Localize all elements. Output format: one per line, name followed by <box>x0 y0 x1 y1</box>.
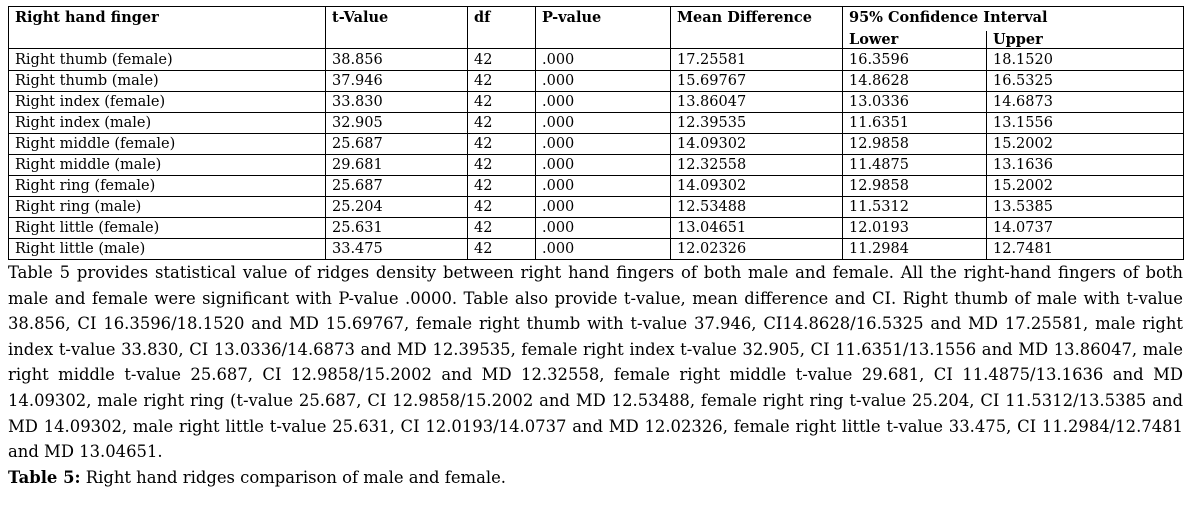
header-mean-difference: Mean Difference <box>670 6 843 49</box>
cell-df: 42 <box>467 154 536 176</box>
cell-df: 42 <box>467 196 536 218</box>
cell-df: 42 <box>467 70 536 92</box>
cell-t-value: 25.631 <box>325 217 468 239</box>
cell-t-value: 38.856 <box>325 48 468 71</box>
cell-finger: Right middle (male) <box>8 154 326 176</box>
cell-upper: 13.5385 <box>986 196 1184 218</box>
cell-df: 42 <box>467 48 536 71</box>
cell-p-value: .000 <box>535 154 671 176</box>
cell-mean-difference: 12.39535 <box>670 112 843 134</box>
cell-finger: Right thumb (male) <box>8 70 326 92</box>
cell-df: 42 <box>467 133 536 155</box>
caption-text: Right hand ridges comparison of male and… <box>80 467 506 487</box>
cell-t-value: 33.475 <box>325 238 468 260</box>
table-row: Right little (female) 25.631 42.000 13.0465… <box>8 217 1184 239</box>
table-body: Right thumb (female) 38.856 42.000 17.25581… <box>8 48 1184 260</box>
cell-df: 42 <box>467 238 536 260</box>
cell-mean-difference: 14.09302 <box>670 175 843 197</box>
cell-lower: 11.6351 <box>842 112 987 134</box>
cell-finger: Right middle (female) <box>8 133 326 155</box>
cell-mean-difference: 12.32558 <box>670 154 843 176</box>
statistics-table: Right hand finger t-Value df P-value Mea… <box>8 6 1184 260</box>
table-row: Right ring (male) 25.204 42.000 12.53488 11.… <box>8 196 1184 218</box>
table-row: Right index (female) 33.830 42.000 13.86047… <box>8 91 1184 113</box>
cell-t-value: 32.905 <box>325 112 468 134</box>
cell-lower: 12.9858 <box>842 175 987 197</box>
cell-upper: 15.2002 <box>986 133 1184 155</box>
body-paragraph: Table 5 provides statistical value of ri… <box>8 263 1183 462</box>
cell-df: 42 <box>467 217 536 239</box>
cell-finger: Right index (male) <box>8 112 326 134</box>
cell-upper: 15.2002 <box>986 175 1184 197</box>
cell-mean-difference: 13.04651 <box>670 217 843 239</box>
cell-finger: Right index (female) <box>8 91 326 113</box>
header-upper: Upper <box>986 31 1184 49</box>
cell-upper: 16.5325 <box>986 70 1184 92</box>
cell-lower: 16.3596 <box>842 48 987 71</box>
cell-lower: 12.0193 <box>842 217 987 239</box>
cell-lower: 11.4875 <box>842 154 987 176</box>
table-row: Right middle (female) 25.687 42.000 14.0930… <box>8 133 1184 155</box>
cell-p-value: .000 <box>535 175 671 197</box>
cell-mean-difference: 15.69767 <box>670 70 843 92</box>
cell-finger: Right ring (male) <box>8 196 326 218</box>
cell-df: 42 <box>467 112 536 134</box>
cell-p-value: .000 <box>535 112 671 134</box>
header-p-value: P-value <box>535 6 671 49</box>
cell-upper: 13.1556 <box>986 112 1184 134</box>
cell-t-value: 25.687 <box>325 175 468 197</box>
cell-mean-difference: 14.09302 <box>670 133 843 155</box>
cell-t-value: 29.681 <box>325 154 468 176</box>
cell-finger: Right thumb (female) <box>8 48 326 71</box>
cell-t-value: 33.830 <box>325 91 468 113</box>
cell-mean-difference: 13.86047 <box>670 91 843 113</box>
table-caption: Table 5: Right hand ridges comparison of… <box>8 465 1183 491</box>
cell-upper: 12.7481 <box>986 238 1184 260</box>
cell-upper: 14.6873 <box>986 91 1184 113</box>
table-header-row: Right hand finger t-Value df P-value Mea… <box>8 6 1184 49</box>
header-confidence-interval: 95% Confidence Interval <box>842 6 1184 31</box>
cell-p-value: .000 <box>535 238 671 260</box>
cell-p-value: .000 <box>535 91 671 113</box>
table-row: Right middle (male) 29.681 42.000 12.32558 1… <box>8 154 1184 176</box>
cell-lower: 11.5312 <box>842 196 987 218</box>
header-finger: Right hand finger <box>8 6 326 49</box>
cell-lower: 12.9858 <box>842 133 987 155</box>
cell-p-value: .000 <box>535 48 671 71</box>
cell-t-value: 25.204 <box>325 196 468 218</box>
cell-upper: 18.1520 <box>986 48 1184 71</box>
header-t-value: t-Value <box>325 6 468 49</box>
cell-p-value: .000 <box>535 217 671 239</box>
cell-df: 42 <box>467 91 536 113</box>
cell-p-value: .000 <box>535 196 671 218</box>
caption-label: Table 5: <box>8 467 81 487</box>
cell-finger: Right little (male) <box>8 238 326 260</box>
cell-upper: 13.1636 <box>986 154 1184 176</box>
cell-lower: 11.2984 <box>842 238 987 260</box>
cell-mean-difference: 17.25581 <box>670 48 843 71</box>
table-row: Right ring (female) 25.687 42.000 14.09302 1… <box>8 175 1184 197</box>
cell-t-value: 25.687 <box>325 133 468 155</box>
cell-mean-difference: 12.02326 <box>670 238 843 260</box>
cell-finger: Right ring (female) <box>8 175 326 197</box>
table-subheader-row: Lower Upper <box>9 31 1184 49</box>
cell-mean-difference: 12.53488 <box>670 196 843 218</box>
table-row: Right thumb (female) 38.856 42.000 17.25581… <box>8 48 1184 71</box>
cell-upper: 14.0737 <box>986 217 1184 239</box>
cell-df: 42 <box>467 175 536 197</box>
cell-lower: 13.0336 <box>842 91 987 113</box>
table-row: Right thumb (male) 37.946 42.000 15.69767 14… <box>8 70 1184 92</box>
table-row: Right little (male) 33.475 42.000 12.02326 1… <box>8 238 1184 260</box>
cell-p-value: .000 <box>535 70 671 92</box>
header-df: df <box>467 6 536 49</box>
cell-p-value: .000 <box>535 133 671 155</box>
header-lower: Lower <box>842 31 987 49</box>
cell-finger: Right little (female) <box>8 217 326 239</box>
table-row: Right index (male) 32.905 42.000 12.39535 11… <box>8 112 1184 134</box>
cell-t-value: 37.946 <box>325 70 468 92</box>
cell-lower: 14.8628 <box>842 70 987 92</box>
